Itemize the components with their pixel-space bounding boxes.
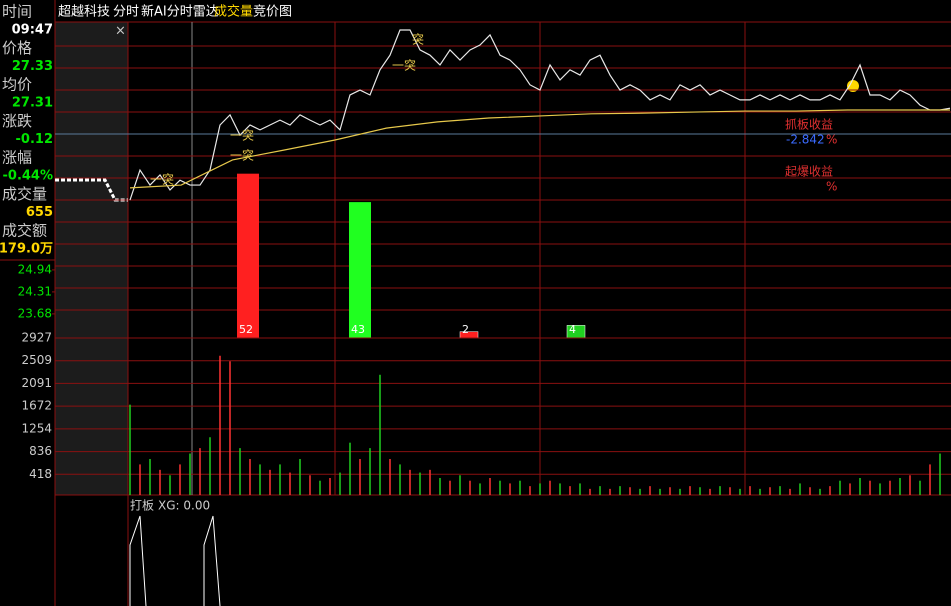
annotation: % [826,133,837,147]
annotation: 一突 [230,128,254,143]
annotation: 一突 [150,172,174,187]
y-tick-label: 1672 [21,399,52,413]
annotation: 起爆收益 [785,165,833,179]
price-line [129,109,950,189]
tab[interactable]: 新AI分时雷达 [141,4,219,20]
price-line [129,29,951,201]
annotation: 抓板收益 [785,118,833,132]
close-button[interactable]: × [115,24,126,39]
y-tick-label: 836 [29,444,52,458]
y-tick-label: 2091 [21,376,52,390]
signal-bar [349,202,371,338]
y-tick-label: 418 [29,467,52,481]
info-value: 27.31 [12,96,53,111]
annotation: 一突 [230,148,254,163]
info-value: -0.12 [16,132,53,147]
info-label: 成交额 [2,222,47,240]
signal-bar [237,173,259,338]
info-value: 09:47 [12,23,53,38]
tab[interactable]: 竞价图 [253,4,292,20]
annotation: -2.842 [786,133,825,147]
info-label: 涨幅 [2,149,32,167]
smiley-icon [847,80,859,92]
annotation: 突 [412,32,424,47]
y-tick-label: 1254 [21,421,52,435]
tab[interactable]: 成交量 [214,4,253,20]
bar-label: 2 [462,323,469,336]
bar-label: 52 [239,323,253,336]
info-value: 655 [26,205,53,220]
info-label: 涨跌 [2,112,32,130]
stock-name: 超越科技 [58,5,110,20]
annotation: 一突 [392,58,416,73]
premarket-zone [55,22,128,495]
annotation: % [826,180,837,194]
y-tick-label: 24.94 [18,262,52,276]
y-tick-label: 2509 [21,353,52,367]
y-tick-label: 2927 [21,331,52,345]
info-value: 27.33 [12,59,53,74]
signal-spikes [129,515,221,606]
indicator-title: 打板 [130,499,154,513]
info-label: 价格 [2,39,32,57]
y-tick-label: 24.31 [18,284,52,298]
bar-label: 4 [569,323,576,336]
bar-label: 43 [351,323,365,336]
indicator-formula: XG: 0.00 [158,499,210,513]
tab[interactable]: 分时 [113,5,139,20]
info-label: 成交量 [2,185,47,203]
info-value: -0.44% [3,169,54,184]
y-tick-label: 23.68 [18,306,52,320]
info-value: 179.0万 [0,242,53,257]
info-label: 时间 [2,3,32,21]
info-label: 均价 [2,76,32,94]
